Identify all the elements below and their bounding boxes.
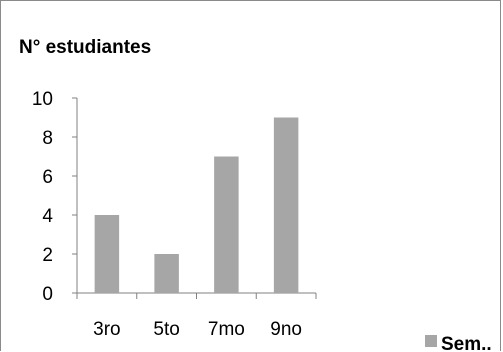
x-axis: 3ro 5to 7mo 9no	[76, 292, 317, 340]
x-tick-label: 3ro	[93, 319, 120, 340]
y-tick-label: 2	[42, 245, 53, 266]
legend: Sem..	[425, 334, 492, 352]
bar	[273, 117, 299, 293]
legend-label: Sem..	[441, 334, 492, 352]
bar	[94, 215, 120, 293]
y-tick-label: 10	[32, 89, 53, 110]
y-axis: 0 2 4 6 8 10	[32, 89, 78, 305]
chart-title: N° estudiantes	[19, 37, 151, 58]
y-tick-label: 6	[42, 167, 53, 188]
bar	[154, 254, 179, 293]
x-tick-label: 9no	[270, 319, 302, 340]
legend-swatch	[425, 335, 437, 347]
bar	[214, 156, 239, 293]
y-tick-label: 0	[42, 284, 53, 305]
x-tick-label: 7mo	[208, 319, 245, 340]
bars	[94, 117, 299, 293]
y-tick-label: 8	[42, 128, 53, 149]
y-tick-label: 4	[42, 206, 53, 227]
x-tick-label: 5to	[153, 319, 179, 340]
